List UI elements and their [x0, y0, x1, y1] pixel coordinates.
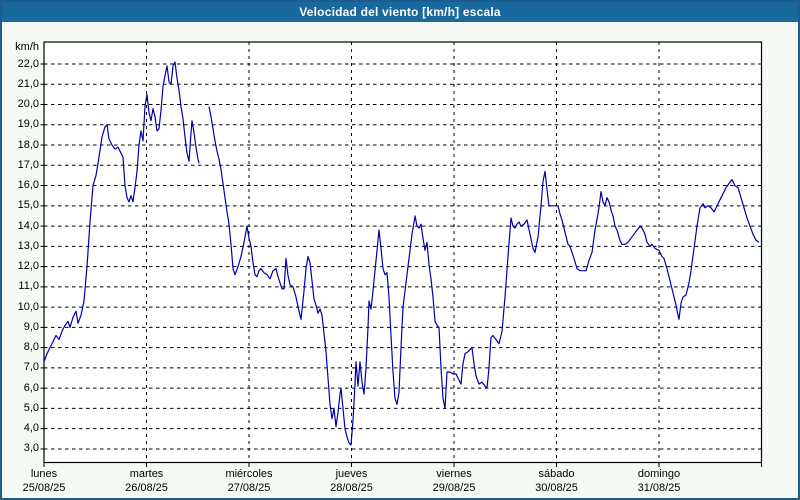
x-axis-day-label: sábado 30/08/25: [507, 467, 607, 495]
y-axis-tick-label: 5,0: [23, 401, 39, 414]
x-axis-day-label: martes 26/08/25: [97, 467, 197, 495]
day-name: lunes: [30, 468, 58, 480]
x-axis-day-label: viernes 29/08/25: [404, 467, 504, 495]
wind-speed-series-line: [208, 106, 760, 446]
wind-speed-series-line: [43, 61, 200, 363]
day-date: 25/08/25: [22, 482, 66, 494]
day-date: 30/08/25: [535, 482, 578, 494]
y-axis-tick-label: 12,0: [17, 260, 39, 273]
day-name: martes: [129, 468, 164, 480]
y-axis-tick-label: 10,0: [17, 300, 39, 313]
y-axis-tick-label: 19,0: [17, 118, 39, 131]
day-name: viernes: [436, 468, 472, 480]
chart-title: Velocidad del viento [km/h] escala: [299, 5, 501, 19]
y-axis-tick-label: 20,0: [17, 98, 39, 111]
day-date: 28/08/25: [330, 482, 373, 494]
day-name: sábado: [538, 468, 575, 480]
day-name: miércoles: [225, 468, 273, 480]
y-axis-tick-label: 15,0: [17, 199, 39, 212]
day-name: jueves: [335, 468, 368, 480]
y-axis-tick-label: 4,0: [23, 422, 39, 435]
plot-border: [43, 41, 763, 464]
day-date: 29/08/25: [432, 482, 476, 494]
y-axis-tick-label: 21,0: [17, 77, 39, 90]
y-axis-tick-label: 13,0: [17, 239, 39, 252]
day-date: 31/08/25: [637, 482, 681, 494]
x-axis-day-label: domingo 31/08/25: [609, 467, 709, 495]
y-axis-tick-label: 7,0: [23, 361, 39, 374]
y-axis-tick-label: 22,0: [17, 57, 39, 70]
day-date: 27/08/25: [227, 482, 271, 494]
y-axis-tick-label: 18,0: [17, 138, 39, 151]
y-axis-unit-label: km/h: [15, 41, 39, 53]
x-axis-day-label: lunes 25/08/25: [2, 467, 94, 495]
day-name: domingo: [637, 468, 681, 480]
y-axis-tick-label: 11,0: [18, 280, 39, 293]
y-axis-tick-label: 8,0: [23, 341, 39, 354]
day-date: 26/08/25: [125, 482, 168, 494]
y-axis-tick-label: 17,0: [17, 158, 39, 171]
y-axis-tick-label: 14,0: [17, 219, 39, 232]
y-axis-tick-label: 9,0: [23, 320, 39, 333]
x-axis-day-label: jueves 28/08/25: [302, 467, 402, 495]
x-axis-day-label: miércoles 27/08/25: [199, 467, 299, 495]
plot-background: [44, 42, 762, 463]
y-axis-tick-label: 6,0: [23, 381, 39, 394]
y-axis-tick-label: 16,0: [17, 179, 39, 192]
title-bar: Velocidad del viento [km/h] escala: [2, 2, 798, 22]
y-axis-tick-label: 3,0: [23, 442, 39, 455]
